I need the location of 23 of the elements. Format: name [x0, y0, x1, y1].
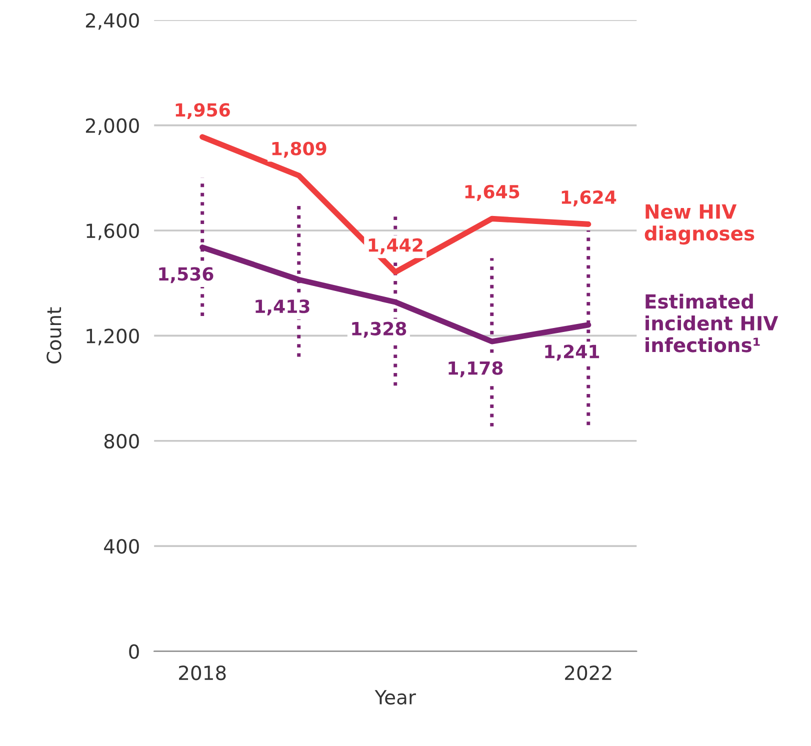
data-label: 1,956: [176, 103, 230, 120]
data-label: 1,442: [368, 238, 422, 254]
y-tick-label: 2,000: [86, 118, 139, 135]
x-tick-label: 2022: [565, 665, 612, 680]
data-label: 1,178: [448, 361, 503, 378]
y-tick-label: 0: [129, 644, 139, 659]
y-tick-label: 1,600: [86, 223, 139, 240]
y-axis-title: Count: [46, 307, 62, 364]
y-tick-label: 2,400: [86, 13, 139, 30]
data-label: 1,624: [562, 190, 616, 206]
data-label: 1,809: [272, 142, 326, 158]
y-tick-label: 400: [104, 539, 139, 554]
data-label: 1,413: [256, 299, 310, 316]
y-tick-label: 800: [104, 434, 139, 449]
data-label: 1,241: [545, 344, 600, 361]
data-label: 1,536: [159, 267, 214, 284]
data-label: 1,328: [352, 322, 406, 338]
y-tick-label: 1,200: [86, 328, 139, 346]
text: New HIV diagnoses: [644, 204, 754, 245]
x-tick-label: 2018: [179, 665, 226, 680]
x-axis-title: Year: [374, 690, 416, 705]
data-label: 1,645: [465, 184, 520, 201]
text: Estimated incident HIV infections¹: [646, 294, 778, 352]
